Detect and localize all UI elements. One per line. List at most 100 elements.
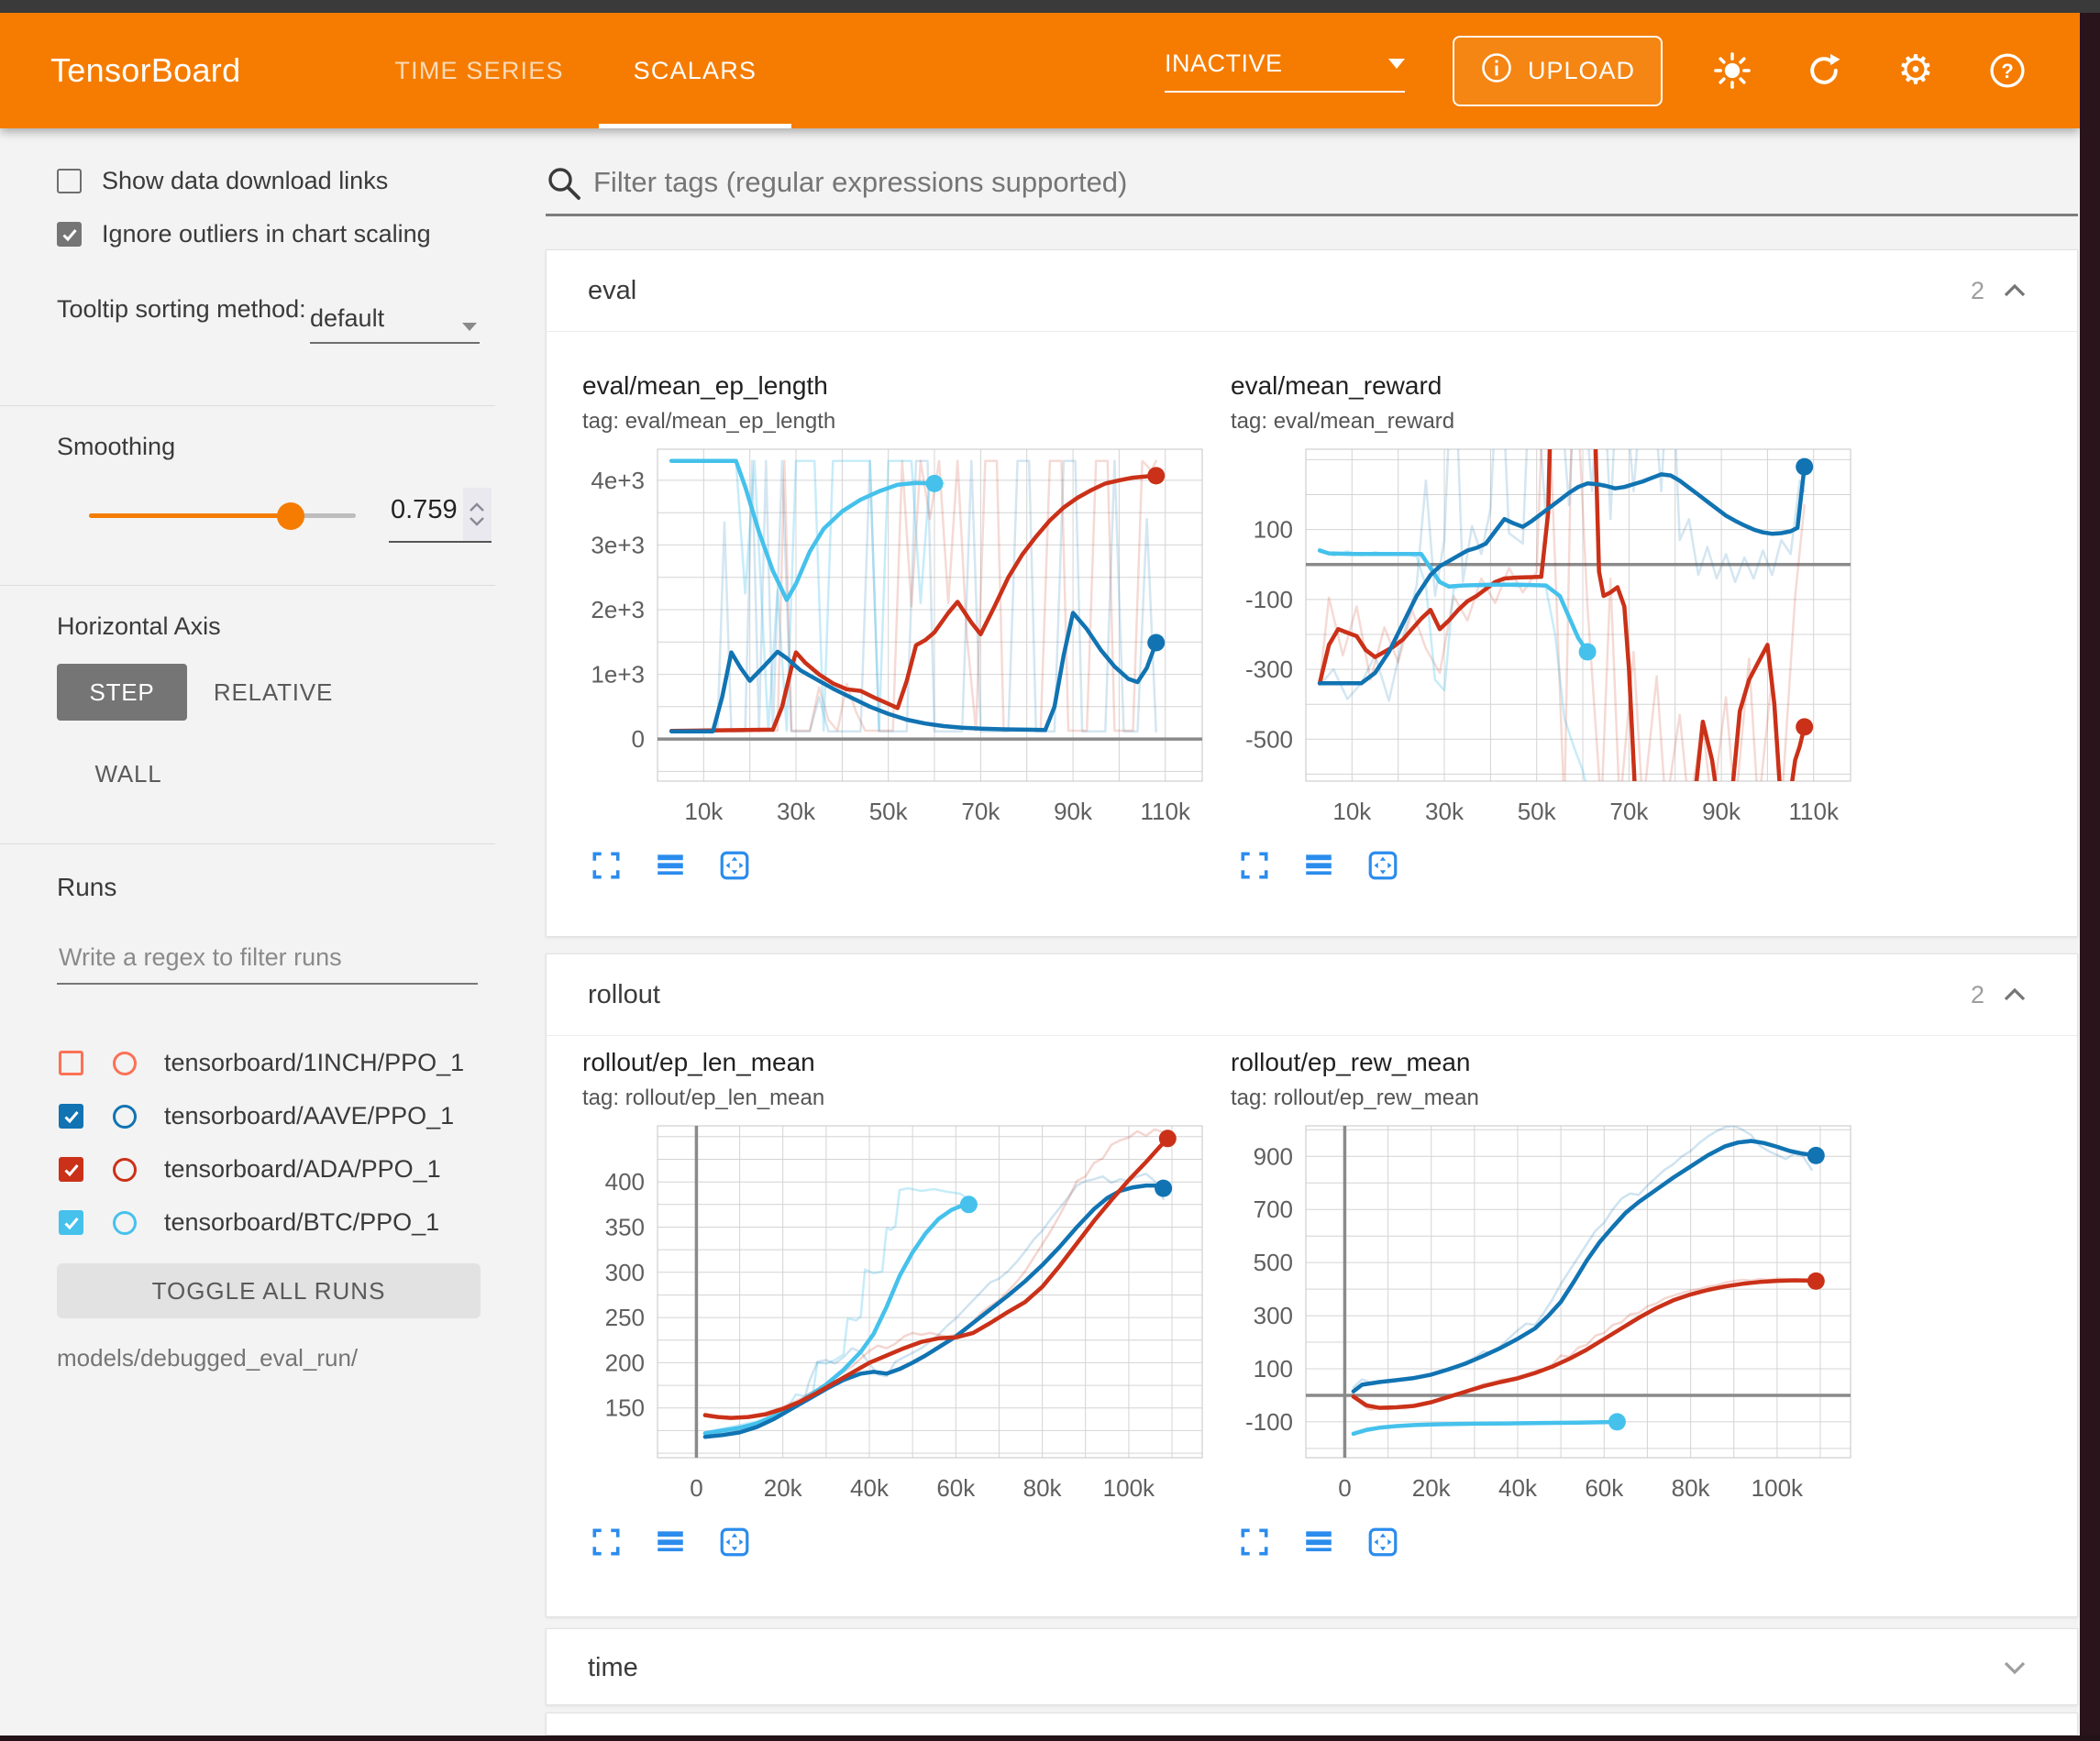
chart-title: eval/mean_reward	[1231, 371, 1442, 400]
refresh-icon	[1810, 53, 1840, 84]
svg-text:-100: -100	[1245, 1408, 1293, 1436]
app-title: TensorBoard	[50, 51, 241, 89]
svg-text:400: 400	[605, 1168, 645, 1196]
svg-text:110k: 110k	[1141, 798, 1191, 825]
runs-filter-input[interactable]	[57, 942, 478, 985]
run-color-circle	[113, 1157, 137, 1182]
reload-button[interactable]	[1802, 49, 1846, 93]
run-checkbox-btc[interactable]	[59, 1210, 83, 1235]
svg-text:80k: 80k	[1023, 1474, 1063, 1502]
run-row-aave[interactable]: tensorboard/AAVE/PPO_1	[59, 1102, 454, 1130]
settings-button[interactable]: ⚙	[1894, 49, 1938, 93]
data-table-icon[interactable]	[1300, 1524, 1337, 1560]
run-label-aave: tensorboard/AAVE/PPO_1	[164, 1102, 455, 1129]
smoothing-label: Smoothing	[57, 433, 176, 460]
svg-text:0: 0	[1338, 1474, 1351, 1502]
run-row-btc[interactable]: tensorboard/BTC/PPO_1	[59, 1208, 439, 1237]
ignore-outliers-label: Ignore outliers in chart scaling	[102, 220, 431, 248]
window-bottom-border	[0, 1735, 2100, 1741]
smoothing-value-box[interactable]: 0.759	[389, 488, 492, 543]
svg-text:30k: 30k	[1425, 798, 1464, 825]
brightness-icon	[1714, 52, 1751, 89]
run-checkbox-aave[interactable]	[59, 1104, 83, 1129]
smoothing-value: 0.759	[391, 495, 458, 524]
section-title: time	[588, 1652, 638, 1682]
run-row-1inch[interactable]: tensorboard/1INCH/PPO_1	[59, 1049, 464, 1077]
data-table-icon[interactable]	[652, 1524, 689, 1560]
tab-scalars[interactable]: SCALARS	[598, 13, 792, 128]
fullscreen-icon[interactable]	[1236, 1524, 1273, 1560]
svg-text:1e+3: 1e+3	[591, 661, 645, 689]
info-icon	[1480, 51, 1513, 91]
fit-domain-icon[interactable]	[716, 847, 753, 884]
run-label-1inch: tensorboard/1INCH/PPO_1	[164, 1049, 465, 1076]
show-download-links-row[interactable]: Show data download links	[57, 167, 388, 195]
smoothing-stepper[interactable]	[462, 488, 492, 541]
chart-plot-area[interactable]: 10k 30k 50k 70k 90k 110k 100 -100 -300 -500	[1231, 444, 1873, 844]
svg-text:60k: 60k	[936, 1474, 976, 1502]
chart-plot-area[interactable]: 0 20k 40k 60k 80k 100k 150 200 250 300 350 400	[582, 1120, 1224, 1521]
ignore-outliers-checkbox[interactable]	[57, 222, 82, 247]
fullscreen-icon[interactable]	[588, 847, 624, 884]
brightness-toggle-button[interactable]	[1710, 49, 1754, 93]
chevron-up-icon[interactable]	[2003, 282, 2027, 299]
axis-step-button[interactable]: STEP	[57, 664, 187, 721]
svg-text:4e+3: 4e+3	[591, 467, 645, 494]
chart-rollout-ep-rew-mean: rollout/ep_rew_mean tag: rollout/ep_rew_…	[1231, 1047, 1873, 1579]
chevron-up-icon[interactable]	[2003, 986, 2027, 1003]
run-label-ada: tensorboard/ADA/PPO_1	[164, 1155, 441, 1183]
axis-wall-button[interactable]: WALL	[94, 759, 162, 788]
run-status-label: INACTIVE	[1164, 49, 1283, 77]
svg-text:70k: 70k	[1609, 798, 1649, 825]
upload-button-label: UPLOAD	[1527, 56, 1635, 84]
toggle-all-runs-button[interactable]: TOGGLE ALL RUNS	[57, 1263, 481, 1318]
section-header-rollout[interactable]: rollout 2	[547, 954, 2077, 1036]
svg-text:0: 0	[632, 725, 645, 753]
help-button[interactable]: ?	[1985, 49, 2029, 93]
chart-plot-area[interactable]: 10k 30k 50k 70k 90k 110k 0 1e+3 2e+3 3e+3 4e+3	[582, 444, 1224, 844]
fit-domain-icon[interactable]	[716, 1524, 753, 1560]
chevron-down-icon[interactable]	[2003, 1659, 2027, 1676]
tag-filter-input[interactable]	[591, 165, 2044, 200]
svg-text:3e+3: 3e+3	[591, 531, 645, 558]
section-header-time[interactable]: time	[547, 1629, 2077, 1706]
divider	[0, 585, 495, 586]
run-status-dropdown[interactable]: INACTIVE	[1164, 49, 1405, 93]
section-card-eval: eval 2	[546, 249, 2078, 937]
chart-title: eval/mean_ep_length	[582, 371, 828, 400]
fit-domain-icon[interactable]	[1365, 847, 1401, 884]
fullscreen-icon[interactable]	[1236, 847, 1273, 884]
smoothing-slider-thumb[interactable]	[277, 502, 304, 530]
run-checkbox-1inch[interactable]	[59, 1051, 83, 1075]
fit-domain-icon[interactable]	[1365, 1524, 1401, 1560]
svg-text:300: 300	[605, 1259, 645, 1286]
svg-text:900: 900	[1254, 1142, 1293, 1170]
svg-text:90k: 90k	[1702, 798, 1741, 825]
run-row-ada[interactable]: tensorboard/ADA/PPO_1	[59, 1155, 441, 1184]
check-icon	[63, 1217, 79, 1229]
tooltip-sorting-dropdown[interactable]: default	[310, 304, 480, 344]
help-icon: ?	[1990, 53, 2025, 88]
divider	[0, 405, 495, 406]
svg-text:70k: 70k	[961, 798, 1000, 825]
settings-sidebar: Show data download links Ignore outliers…	[0, 128, 495, 1735]
upload-button[interactable]: UPLOAD	[1452, 35, 1663, 106]
show-download-links-checkbox[interactable]	[57, 169, 82, 193]
chart-title: rollout/ep_rew_mean	[1231, 1048, 1471, 1076]
search-icon	[548, 168, 580, 200]
section-card-time: time	[546, 1628, 2078, 1705]
data-table-icon[interactable]	[652, 847, 689, 884]
ignore-outliers-row[interactable]: Ignore outliers in chart scaling	[57, 220, 431, 248]
chart-plot-area[interactable]: 0 20k 40k 60k 80k 100k -100 100 300 500 700 900	[1231, 1120, 1873, 1521]
svg-text:300: 300	[1254, 1302, 1293, 1329]
axis-relative-button[interactable]: RELATIVE	[213, 678, 334, 706]
tab-time-series[interactable]: TIME SERIES	[394, 56, 564, 84]
runs-label: Runs	[57, 873, 117, 901]
section-header-eval[interactable]: eval 2	[547, 250, 2077, 332]
svg-text:-100: -100	[1245, 586, 1293, 613]
svg-text:20k: 20k	[1412, 1474, 1452, 1502]
data-table-icon[interactable]	[1300, 847, 1337, 884]
run-checkbox-ada[interactable]	[59, 1157, 83, 1182]
svg-text:500: 500	[1254, 1249, 1293, 1276]
fullscreen-icon[interactable]	[588, 1524, 624, 1560]
